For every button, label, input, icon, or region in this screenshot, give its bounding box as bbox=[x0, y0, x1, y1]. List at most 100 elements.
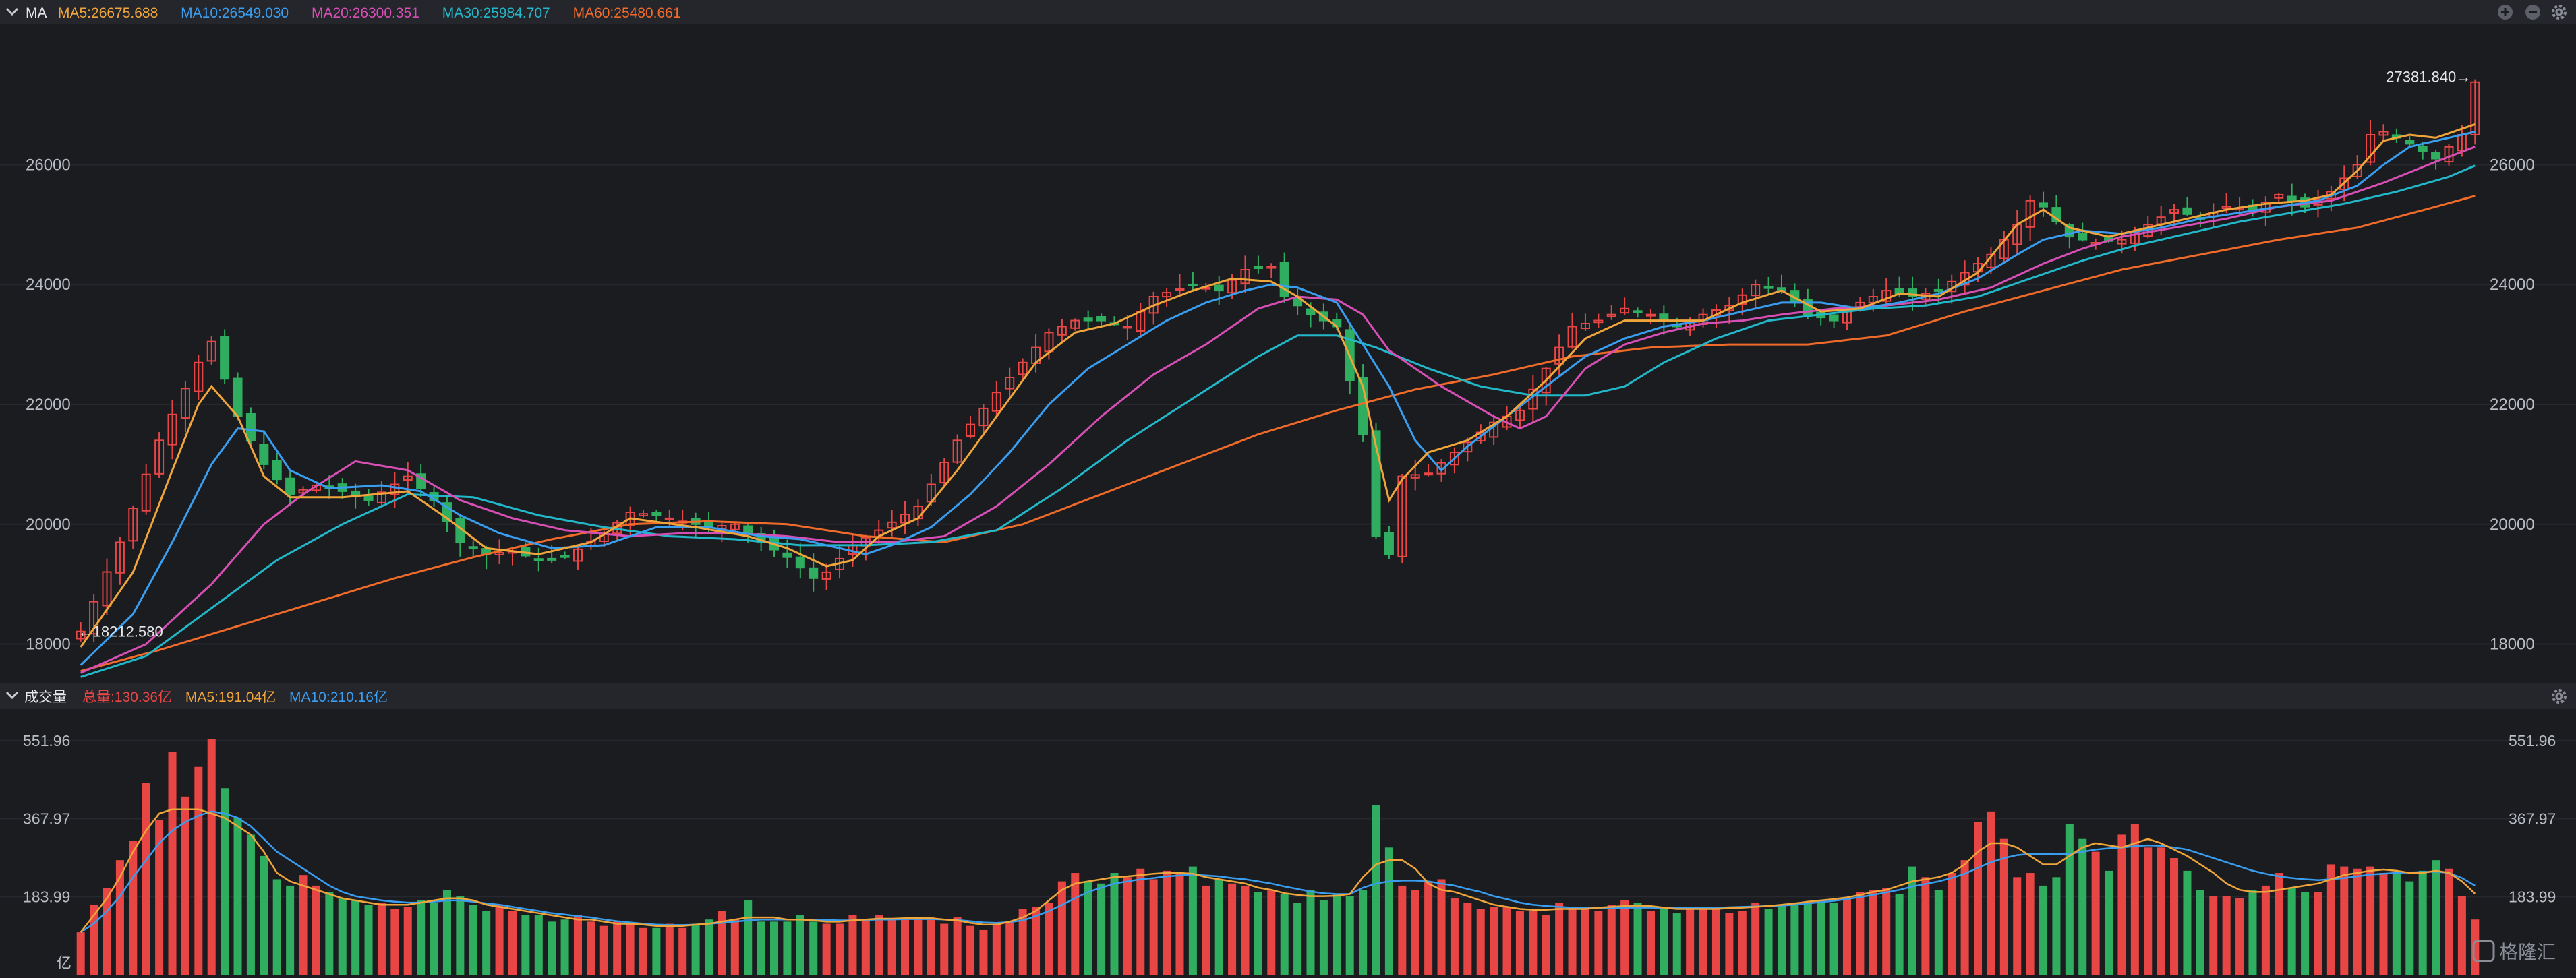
volume-bar bbox=[364, 905, 373, 975]
volume-bar bbox=[2130, 824, 2139, 975]
volume-bar bbox=[966, 925, 975, 975]
volume-bar bbox=[1241, 885, 1250, 975]
volume-bar bbox=[1711, 907, 1720, 975]
candle-up bbox=[2470, 79, 2480, 145]
volume-bar bbox=[1869, 890, 1877, 975]
volume-bar bbox=[1987, 811, 1995, 975]
volume-bar bbox=[587, 921, 595, 975]
volume-bar bbox=[2144, 847, 2153, 975]
candle-up bbox=[115, 537, 125, 585]
watermark-logo-icon bbox=[2472, 940, 2495, 962]
volume-bars bbox=[76, 739, 2480, 975]
legend-ma20: MA20:26300.351 bbox=[312, 5, 419, 21]
plus-icon[interactable] bbox=[2498, 5, 2513, 20]
candle-up bbox=[952, 434, 962, 464]
price-header-background bbox=[0, 0, 2576, 24]
candle-up bbox=[900, 501, 910, 534]
volume-bar bbox=[495, 905, 504, 975]
volume-bar bbox=[1633, 903, 1642, 975]
volume-bar bbox=[560, 919, 569, 975]
volume-bar bbox=[822, 923, 831, 975]
chevron-down-icon[interactable] bbox=[5, 7, 19, 16]
volume-bar bbox=[508, 911, 517, 975]
price-tick-left: 24000 bbox=[26, 276, 71, 294]
volume-bar bbox=[2196, 890, 2204, 975]
candle-up bbox=[1266, 263, 1277, 279]
volume-bar bbox=[1502, 907, 1511, 975]
volume-bar bbox=[665, 923, 674, 975]
volume-ma-lines bbox=[80, 808, 2476, 934]
high-price-annotation: 27381.840→ bbox=[2386, 69, 2471, 86]
volume-bar bbox=[1999, 838, 2008, 975]
candle-up bbox=[1449, 447, 1459, 474]
volume-bar bbox=[861, 919, 870, 975]
minus-icon[interactable] bbox=[2525, 5, 2540, 20]
volume-bar bbox=[1424, 881, 1433, 975]
candle-down bbox=[2287, 183, 2297, 216]
volume-bar bbox=[2418, 870, 2427, 975]
candle-down bbox=[1384, 526, 1394, 559]
ma-legend: MA5:26675.688 MA10:26549.030 MA20:26300.… bbox=[58, 5, 681, 21]
candle-up bbox=[1424, 464, 1434, 477]
candle-down bbox=[245, 407, 256, 447]
candle-up bbox=[991, 381, 1001, 417]
candle-up bbox=[89, 594, 99, 642]
volume-bar bbox=[1542, 915, 1550, 975]
volume-bar bbox=[2222, 896, 2231, 975]
volume-bar bbox=[1672, 913, 1681, 975]
candle-up bbox=[154, 432, 165, 478]
volume-bar bbox=[979, 929, 988, 975]
candle-up bbox=[2366, 119, 2376, 166]
volume-bar bbox=[1882, 888, 1891, 975]
volume-bar bbox=[770, 921, 779, 975]
candle-down bbox=[220, 329, 230, 384]
volume-bar bbox=[1490, 907, 1498, 975]
candle-up bbox=[2352, 155, 2362, 179]
candle-up bbox=[1645, 309, 1656, 324]
volume-bar bbox=[1319, 900, 1328, 975]
candle-up bbox=[887, 510, 897, 537]
volume-bar bbox=[1163, 870, 1171, 975]
vol_ma5-line bbox=[80, 808, 2476, 933]
volume-bar bbox=[887, 919, 896, 975]
volume-bar bbox=[1974, 822, 1983, 975]
candle-down bbox=[468, 540, 478, 558]
candle-down bbox=[2078, 222, 2088, 242]
candle-up bbox=[966, 415, 976, 439]
volume-bar bbox=[1777, 905, 1786, 975]
volume-bar bbox=[1437, 879, 1446, 975]
price-axis-left: 26000 24000 22000 20000 18000 bbox=[26, 156, 71, 653]
candle-down bbox=[2039, 191, 2049, 217]
candle-up bbox=[821, 563, 831, 590]
volume-header-background bbox=[0, 683, 2576, 709]
volume-bar bbox=[2326, 864, 2335, 975]
candle-down bbox=[1763, 276, 1774, 295]
volume-bar bbox=[1228, 883, 1237, 975]
legend-ma60: MA60:25480.661 bbox=[573, 5, 681, 21]
volume-bar bbox=[286, 885, 295, 975]
volume-bar bbox=[1476, 909, 1485, 975]
gear-icon[interactable] bbox=[2552, 5, 2567, 20]
ma30-line bbox=[80, 164, 2476, 678]
volume-bar bbox=[901, 919, 910, 975]
volume-bar bbox=[613, 921, 622, 975]
volume-bar bbox=[1699, 907, 1707, 975]
candle-down bbox=[2431, 149, 2441, 170]
volume-bar bbox=[691, 923, 700, 975]
candle-down bbox=[285, 471, 295, 506]
chevron-down-icon[interactable] bbox=[5, 691, 19, 700]
volume-bar bbox=[312, 885, 320, 975]
volume-tick-right: 551.96 bbox=[2509, 732, 2556, 750]
candle-up bbox=[1554, 334, 1564, 376]
volume-bar bbox=[1018, 909, 1027, 975]
candle-up bbox=[1070, 318, 1080, 331]
candle-down bbox=[1293, 288, 1303, 315]
candle-up bbox=[978, 404, 989, 436]
volume-bar bbox=[940, 923, 949, 975]
gear-icon[interactable] bbox=[2552, 689, 2567, 704]
volume-bar bbox=[1333, 894, 1341, 975]
volume-bar bbox=[1568, 909, 1577, 975]
volume-bar bbox=[1032, 907, 1041, 975]
